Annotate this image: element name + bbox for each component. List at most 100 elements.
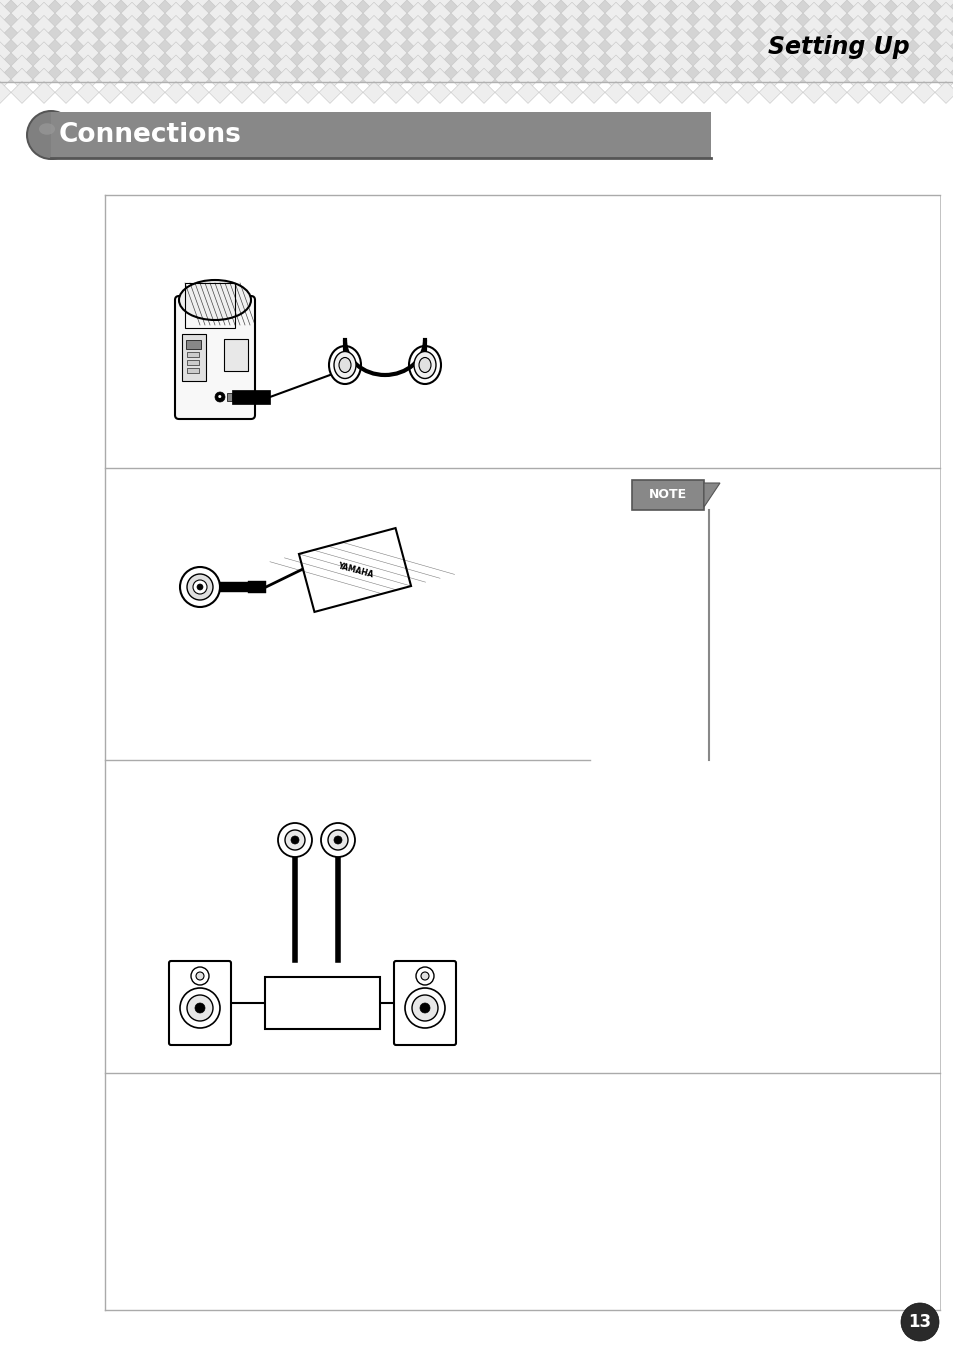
Text: Setting Up: Setting Up [767,35,909,59]
Polygon shape [759,28,781,51]
Polygon shape [253,81,274,104]
Polygon shape [121,3,143,24]
Polygon shape [692,55,714,77]
Polygon shape [143,42,165,63]
Polygon shape [626,81,648,104]
Polygon shape [143,28,165,51]
Polygon shape [846,42,868,63]
Polygon shape [121,55,143,77]
Polygon shape [890,42,912,63]
FancyBboxPatch shape [265,977,379,1029]
Polygon shape [934,15,953,38]
Polygon shape [781,55,802,77]
Polygon shape [473,15,495,38]
Polygon shape [253,69,274,90]
Polygon shape [912,15,934,38]
Polygon shape [77,55,99,77]
Polygon shape [55,42,77,63]
Polygon shape [385,42,407,63]
Polygon shape [703,483,720,507]
Circle shape [334,836,341,844]
Polygon shape [759,69,781,90]
Polygon shape [582,81,604,104]
Polygon shape [912,42,934,63]
Polygon shape [846,15,868,38]
Polygon shape [253,15,274,38]
Polygon shape [517,81,538,104]
Polygon shape [604,0,626,11]
Polygon shape [495,28,517,51]
Polygon shape [670,15,692,38]
Polygon shape [737,28,759,51]
Polygon shape [407,15,429,38]
Polygon shape [55,81,77,104]
Polygon shape [912,0,934,11]
Polygon shape [626,28,648,51]
Polygon shape [517,28,538,51]
Polygon shape [781,81,802,104]
Polygon shape [868,28,890,51]
Polygon shape [55,0,77,11]
Polygon shape [11,55,33,77]
Polygon shape [451,0,473,11]
Polygon shape [99,42,121,63]
Polygon shape [296,42,318,63]
Polygon shape [231,3,253,24]
Polygon shape [517,69,538,90]
Polygon shape [99,69,121,90]
Polygon shape [429,15,451,38]
Polygon shape [296,55,318,77]
Polygon shape [99,3,121,24]
Polygon shape [0,28,11,51]
Polygon shape [648,0,670,11]
Polygon shape [429,55,451,77]
Circle shape [412,996,437,1021]
Polygon shape [802,42,824,63]
Circle shape [285,830,305,850]
Polygon shape [385,0,407,11]
Polygon shape [473,3,495,24]
Polygon shape [473,69,495,90]
Polygon shape [231,15,253,38]
Polygon shape [934,42,953,63]
Polygon shape [0,81,11,104]
Polygon shape [538,55,560,77]
Polygon shape [318,81,340,104]
Ellipse shape [179,281,251,320]
Polygon shape [253,42,274,63]
Polygon shape [648,69,670,90]
Polygon shape [429,28,451,51]
Polygon shape [538,0,560,11]
Polygon shape [253,55,274,77]
Polygon shape [187,0,209,11]
Polygon shape [802,55,824,77]
Polygon shape [187,28,209,51]
Polygon shape [187,3,209,24]
Polygon shape [912,69,934,90]
Polygon shape [737,55,759,77]
Polygon shape [99,81,121,104]
Polygon shape [759,15,781,38]
Polygon shape [626,15,648,38]
Polygon shape [714,0,737,11]
Polygon shape [538,69,560,90]
Polygon shape [781,15,802,38]
Polygon shape [363,42,385,63]
FancyBboxPatch shape [0,0,953,82]
Polygon shape [231,28,253,51]
Polygon shape [340,0,363,11]
Polygon shape [165,55,187,77]
Polygon shape [77,28,99,51]
Polygon shape [451,42,473,63]
Polygon shape [582,15,604,38]
Polygon shape [582,69,604,90]
Polygon shape [121,15,143,38]
Polygon shape [538,28,560,51]
Polygon shape [318,55,340,77]
Polygon shape [451,15,473,38]
Polygon shape [648,81,670,104]
Polygon shape [890,55,912,77]
Polygon shape [209,81,231,104]
Polygon shape [0,55,11,77]
Polygon shape [824,0,846,11]
